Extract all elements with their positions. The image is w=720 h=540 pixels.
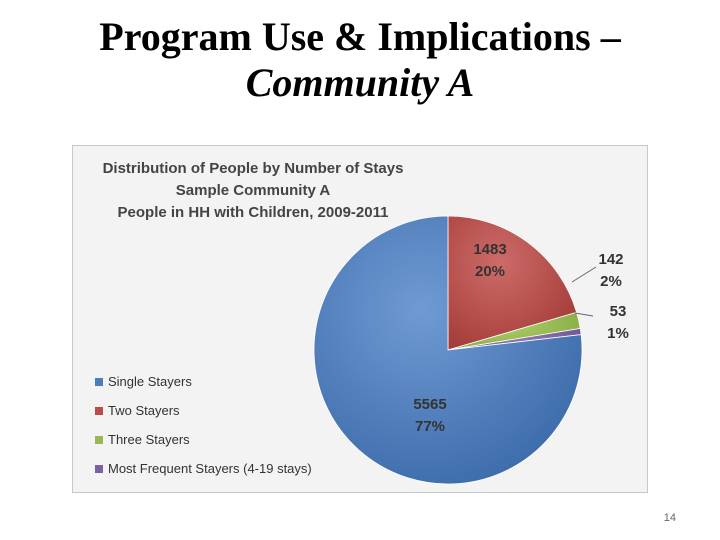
legend-label-most-frequent-stayers: Most Frequent Stayers (4-19 stays): [108, 461, 312, 476]
slide-title-line2: Community A: [245, 60, 475, 105]
data-label-most-frequent-stayers: 53 1%: [607, 303, 629, 342]
page-number: 14: [663, 512, 676, 524]
legend-item-most-frequent-stayers: Most Frequent Stayers (4-19 stays): [95, 461, 312, 490]
pie-slice-single-stayers: [313, 215, 583, 485]
data-label-two-stayers: 1483 20%: [473, 241, 506, 280]
slide-title: Program Use & Implications – Community A: [0, 14, 720, 106]
legend-item-two-stayers: Two Stayers: [95, 403, 312, 432]
chart-title-line3: People in HH with Children, 2009-2011: [117, 204, 389, 221]
legend: Single Stayers Two Stayers Three Stayers Mo…: [95, 374, 312, 490]
legend-swatch-two-stayers: [95, 407, 103, 415]
pie-slice-two-stayers: [447, 215, 578, 351]
legend-label-three-stayers: Three Stayers: [108, 432, 190, 447]
legend-label-single-stayers: Single Stayers: [108, 374, 192, 389]
data-label-single-stayers: 5565 77%: [413, 396, 446, 435]
legend-label-two-stayers: Two Stayers: [108, 403, 180, 418]
leader-line-three-stayers: [571, 266, 597, 283]
chart-title-line1: Distribution of People by Number of Stay…: [102, 160, 404, 177]
slide-title-line1: Program Use & Implications –: [99, 14, 621, 59]
data-label-three-stayers: 142 2%: [598, 251, 623, 290]
legend-swatch-three-stayers: [95, 436, 103, 444]
leader-line-most-frequent: [574, 312, 594, 317]
legend-item-three-stayers: Three Stayers: [95, 432, 312, 461]
chart-title: Distribution of People by Number of Stay…: [73, 158, 433, 224]
chart-area: Distribution of People by Number of Stay…: [72, 145, 648, 493]
legend-swatch-most-frequent-stayers: [95, 465, 103, 473]
pie-chart: 5565 77% 1483 20% 142 2% 53 1%: [313, 215, 629, 485]
legend-swatch-single-stayers: [95, 378, 103, 386]
chart-title-line2: Sample Community A: [175, 182, 331, 199]
legend-item-single-stayers: Single Stayers: [95, 374, 312, 403]
